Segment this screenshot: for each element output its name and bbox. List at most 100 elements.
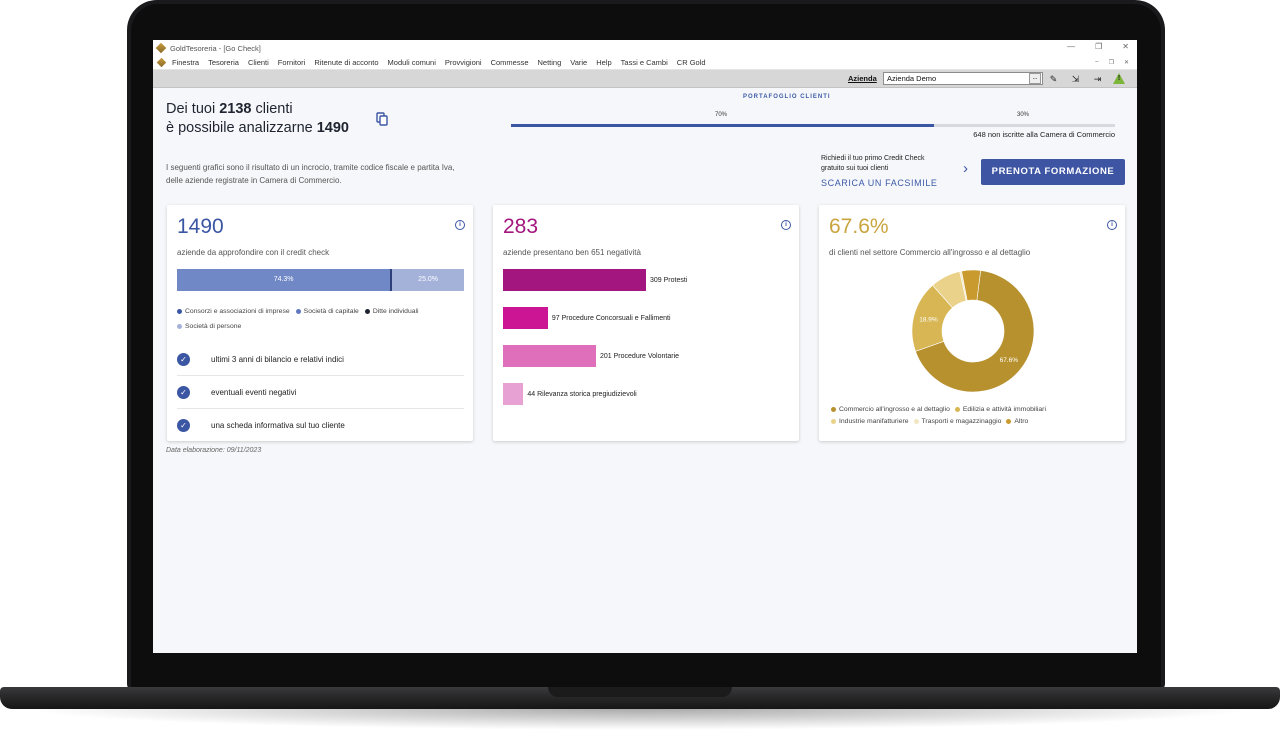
check-row: ✓ eventuali eventi negativi xyxy=(177,376,464,409)
bar-label: 309 Protesti xyxy=(650,276,688,284)
menu-item[interactable]: Moduli comuni xyxy=(387,58,436,67)
edit-icon[interactable]: ✎ xyxy=(1049,74,1058,84)
menu-item[interactable]: Fornitori xyxy=(277,58,306,67)
check-list: ✓ ultimi 3 anni di bilancio e relativi in… xyxy=(177,343,464,442)
copy-icon[interactable] xyxy=(376,112,388,126)
stacked-bar-segment[interactable] xyxy=(390,269,393,291)
azienda-label[interactable]: Azienda xyxy=(848,74,877,83)
stacked-bar-segment[interactable]: 74.3% xyxy=(177,269,391,291)
legend-dot-icon xyxy=(1006,418,1012,424)
legend-item[interactable]: Altro xyxy=(1006,416,1028,428)
credit-check-text: Richiedi il tuo primo Credit Check xyxy=(821,155,925,162)
legend-item[interactable]: Consorzi e associazioni di imprese xyxy=(177,304,290,319)
close-button[interactable]: ✕ xyxy=(1122,42,1129,51)
menu-item[interactable]: Finestra xyxy=(172,58,200,67)
menu-bar: Finestra Tesoreria Clienti Fornitori Ritenut… xyxy=(153,56,1137,70)
info-icon[interactable]: i xyxy=(1107,220,1117,230)
donut-slice[interactable] xyxy=(915,270,1035,393)
check-row: ✓ ultimi 3 anni di bilancio e relativi in… xyxy=(177,343,464,376)
card-credit-check: 1490 i aziende da approfondire con il cr… xyxy=(167,205,473,441)
window-title: GoldTesoreria - [Go Check] xyxy=(170,43,261,53)
menu-logo-icon xyxy=(156,57,167,68)
minimize-button[interactable]: — xyxy=(1067,42,1076,51)
mdi-close-button[interactable]: ✕ xyxy=(1123,60,1129,66)
legend-item[interactable]: Società di capitale xyxy=(295,304,359,319)
maximize-button[interactable]: ❐ xyxy=(1095,42,1103,51)
menu-item[interactable]: Help xyxy=(596,58,612,67)
menu-item[interactable]: Commesse xyxy=(490,58,529,67)
mdi-restore-button[interactable]: ❐ xyxy=(1108,60,1114,66)
legend-dot-icon xyxy=(831,418,836,424)
info-icon[interactable]: i xyxy=(455,220,465,230)
check-text: eventuali eventi negativi xyxy=(211,387,297,397)
menu-item[interactable]: Netting xyxy=(537,58,562,67)
bar-label: 44 Rilevanza storica pregiudizievoli xyxy=(527,390,637,398)
bar[interactable] xyxy=(503,383,524,405)
menu-item[interactable]: Tassi e Cambi xyxy=(620,58,668,67)
portfolio-progress-bar xyxy=(511,124,1115,127)
legend-item[interactable]: Trasporti e magazzinaggio xyxy=(913,416,1001,428)
intro-line: I seguenti grafici sono il risultato di … xyxy=(166,163,455,172)
azienda-browse-button[interactable]: ... xyxy=(1029,73,1041,84)
legend-label: Società di capitale xyxy=(303,308,359,315)
laptop-base xyxy=(0,687,1280,709)
export-icon[interactable]: ⇲ xyxy=(1071,74,1080,84)
exit-icon[interactable]: ⇥ xyxy=(1093,74,1102,84)
legend-item[interactable]: Commercio all'ingrosso e al dettaglio xyxy=(831,404,950,416)
title-text: Dei tuoi xyxy=(166,101,220,117)
card-subtitle: aziende presentano ben 651 negatività xyxy=(503,248,641,257)
analyzable-count: 1490 xyxy=(316,120,349,136)
menu-item[interactable]: Varie xyxy=(570,58,588,67)
book-training-button[interactable]: PRENOTA FORMAZIONE xyxy=(981,159,1125,185)
check-text: ultimi 3 anni di bilancio e relativi ind… xyxy=(211,354,344,364)
checkmark-icon: ✓ xyxy=(177,352,190,366)
donut-slice[interactable] xyxy=(961,269,981,301)
legend-label: Commercio all'ingrosso e al dettaglio xyxy=(839,406,950,413)
card-big-number: 283 xyxy=(503,215,539,238)
menu-item[interactable]: Clienti xyxy=(247,58,269,67)
bar[interactable] xyxy=(503,345,597,367)
toolbar: Azienda Azienda Demo ... ✎ ⇲ ⇥ ! xyxy=(153,70,1137,88)
card-subtitle: di clienti nel settore Commercio all'ing… xyxy=(829,248,1031,257)
chevron-right-icon[interactable]: › xyxy=(963,160,968,177)
mdi-minimize-button[interactable]: – xyxy=(1095,59,1099,65)
mdi-controls: – ❐ ✕ xyxy=(1095,59,1129,66)
legend-item[interactable]: Ditte individuali xyxy=(364,304,419,319)
card-negativity: 283 i aziende presentano ben 651 negativ… xyxy=(493,205,799,441)
title-text: è possibile analizzarne xyxy=(166,120,317,136)
stacked-bar-segment[interactable]: 25.0% xyxy=(392,269,464,291)
portfolio-label: PORTAFOGLIO CLIENTI xyxy=(743,94,831,100)
bar[interactable] xyxy=(503,307,548,329)
intro-text: I seguenti grafici sono il risultato di … xyxy=(166,161,546,187)
credit-check-text: gratuito sui tuoi clienti xyxy=(821,165,889,172)
laptop-notch xyxy=(548,687,732,697)
date-note: Data elaborazione: 09/11/2023 xyxy=(166,447,262,454)
menu-item[interactable]: Ritenute di acconto xyxy=(314,58,379,67)
app-logo-icon xyxy=(155,42,167,54)
title-bar: GoldTesoreria - [Go Check] — ❐ ✕ xyxy=(153,40,1137,56)
download-sample-link[interactable]: SCARICA UN FACSIMILE xyxy=(821,178,938,188)
title-text: clienti xyxy=(251,101,293,117)
legend-label: Consorzi e associazioni di imprese xyxy=(185,308,290,315)
menu-item[interactable]: Tesoreria xyxy=(208,58,239,67)
bar-row: 97 Procedure Concorsuali e Fallimenti xyxy=(503,307,671,329)
warning-icon[interactable]: ! xyxy=(1113,73,1125,85)
stacked-bar: 74.3% 25.0% xyxy=(177,269,464,291)
azienda-field[interactable]: Azienda Demo xyxy=(883,72,1043,85)
portfolio-pct-not-registered: 30% xyxy=(1017,112,1030,118)
portfolio-pct-registered: 70% xyxy=(715,112,728,118)
bar[interactable] xyxy=(503,269,646,291)
menu-item[interactable]: CR Gold xyxy=(676,58,706,67)
donut-slice-label: 67.6% xyxy=(1000,357,1019,364)
chart-legend: Commercio all'ingrosso e al dettaglio Edi… xyxy=(831,404,1121,428)
legend-item[interactable]: Società di persone xyxy=(177,319,241,334)
legend-item[interactable]: Edilizia e attività immobiliari xyxy=(954,404,1046,416)
legend-label: Società di persone xyxy=(185,323,242,330)
info-icon[interactable]: i xyxy=(781,220,791,230)
donut-chart: 67.6% 18.9% xyxy=(911,269,1035,393)
legend-item[interactable]: Industrie manifatturiere xyxy=(831,416,909,428)
check-row: ✓ una scheda informativa sul tuo cliente xyxy=(177,409,464,442)
portfolio-progress-fill xyxy=(511,124,934,127)
menu-item[interactable]: Provvigioni xyxy=(444,58,482,67)
legend-label: Edilizia e attività immobiliari xyxy=(962,406,1046,413)
